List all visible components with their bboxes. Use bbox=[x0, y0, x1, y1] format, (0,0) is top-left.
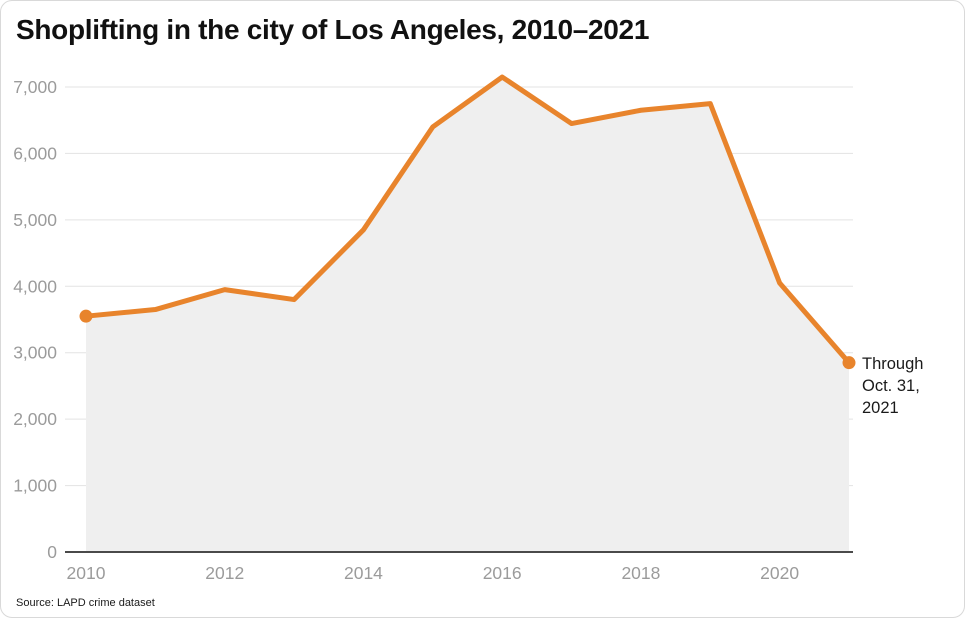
y-tick-label: 7,000 bbox=[13, 77, 57, 97]
y-tick-label: 4,000 bbox=[13, 276, 57, 296]
x-tick-label: 2020 bbox=[760, 563, 799, 583]
x-tick-label: 2014 bbox=[344, 563, 383, 583]
y-tick-label: 0 bbox=[47, 542, 57, 562]
chart-title: Shoplifting in the city of Los Angeles, … bbox=[16, 14, 650, 45]
y-tick-label: 6,000 bbox=[13, 143, 57, 163]
x-tick-label: 2016 bbox=[483, 563, 522, 583]
y-tick-label: 2,000 bbox=[13, 409, 57, 429]
source-note: Source: LAPD crime dataset bbox=[16, 597, 155, 609]
y-tick-label: 1,000 bbox=[13, 476, 57, 496]
x-tick-label: 2018 bbox=[621, 563, 660, 583]
endpoint-annotation: Through Oct. 31, 2021 bbox=[862, 355, 924, 417]
endpoint-dot bbox=[79, 309, 93, 323]
endpoint-dot bbox=[842, 356, 856, 370]
x-tick-label: 2010 bbox=[67, 563, 106, 583]
y-tick-label: 3,000 bbox=[13, 343, 57, 363]
x-tick-label: 2012 bbox=[205, 563, 244, 583]
y-tick-label: 5,000 bbox=[13, 210, 57, 230]
data-line bbox=[83, 74, 852, 366]
area-fill bbox=[86, 77, 849, 553]
